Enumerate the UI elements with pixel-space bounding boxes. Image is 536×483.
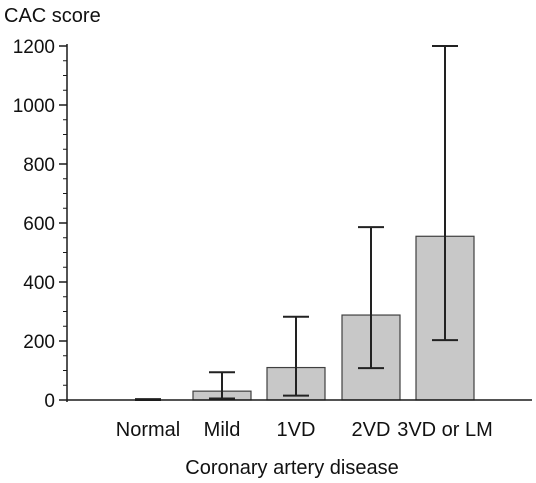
y-tick-label: 600 [23, 214, 55, 235]
y-tick-label: 400 [23, 273, 55, 294]
y-tick-label: 0 [44, 391, 55, 412]
x-tick-label-4: 3VD or LM [397, 419, 493, 441]
x-tick-label-2: 1VD [277, 419, 316, 441]
x-tick-label-3: 2VD [352, 419, 391, 441]
y-tick-label: 1000 [13, 96, 55, 117]
x-axis-title: Coronary artery disease [185, 457, 398, 479]
y-tick-label: 1200 [13, 37, 55, 58]
y-tick-label: 200 [23, 332, 55, 353]
y-axis-title: CAC score [4, 5, 101, 27]
x-tick-label-0: Normal [116, 419, 180, 441]
y-tick-label: 800 [23, 155, 55, 176]
x-tick-label-1: Mild [204, 419, 241, 441]
